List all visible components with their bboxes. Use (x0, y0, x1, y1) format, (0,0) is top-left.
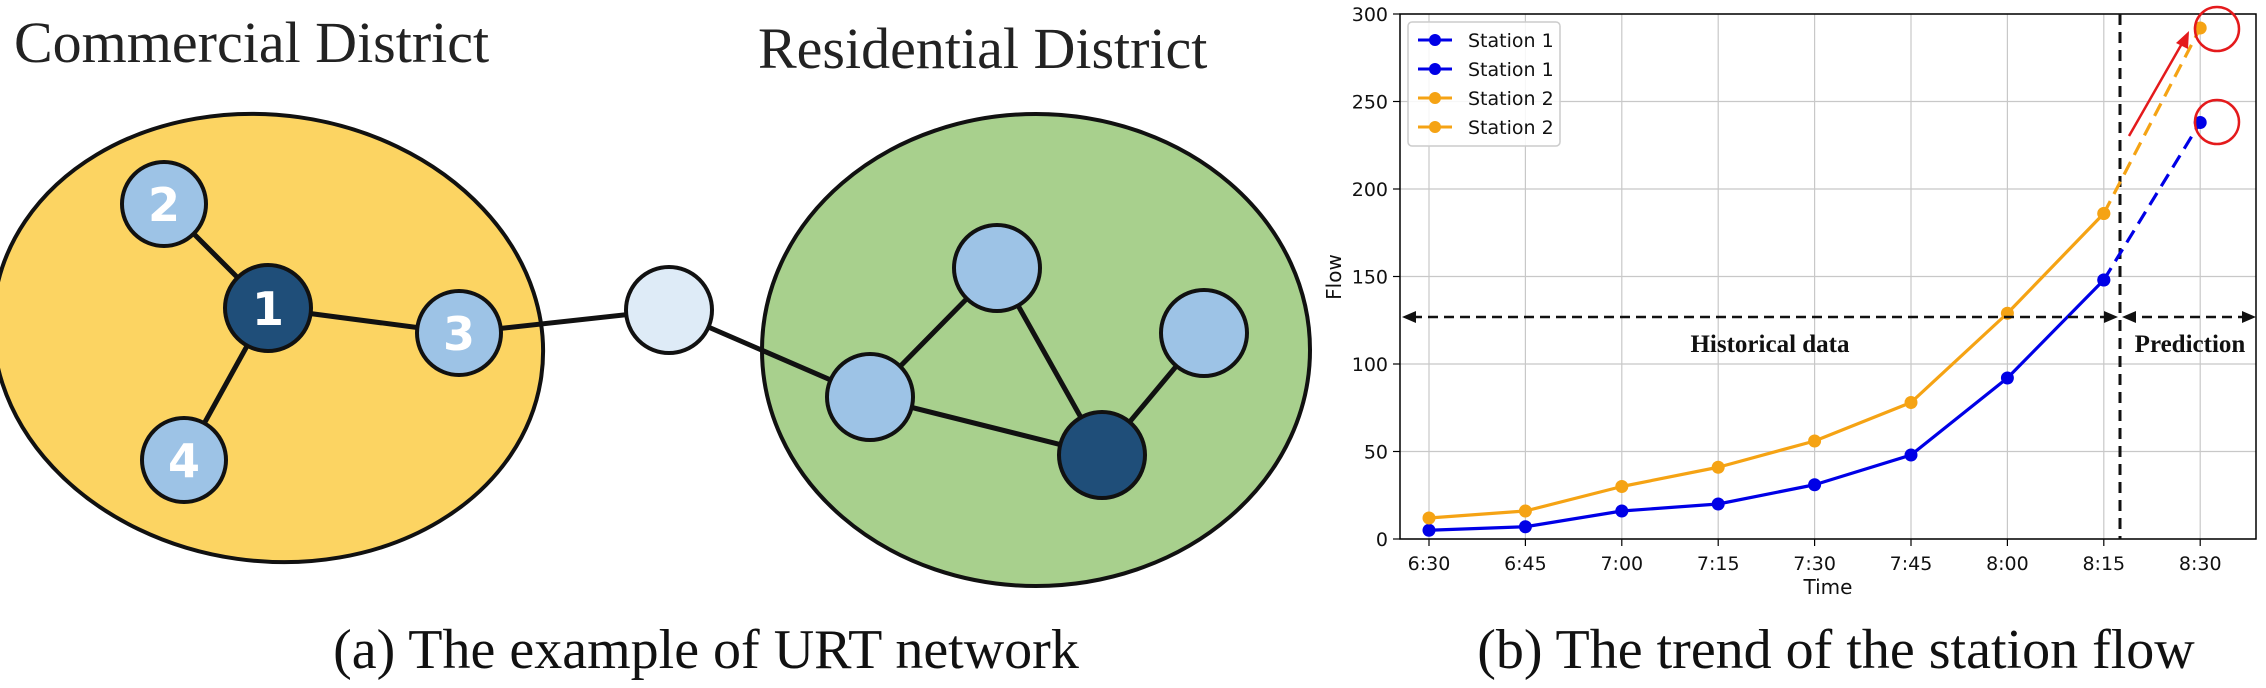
data-point (2193, 21, 2207, 35)
y-tick-label: 300 (1352, 4, 1388, 26)
data-point (2193, 116, 2207, 129)
x-tick-label: 7:45 (1890, 553, 1933, 575)
x-tick-label: 8:30 (2179, 553, 2222, 575)
legend-label: Station 1 (1468, 59, 1554, 81)
x-axis-title: Time (1803, 575, 1853, 599)
legend-entry-station-1-predicted: Station 1 (1418, 59, 1554, 81)
legend-label: Station 1 (1468, 30, 1554, 52)
x-tick-label: 7:30 (1793, 553, 1836, 575)
data-point (1615, 480, 1629, 493)
station-label-2: 2 (148, 178, 180, 232)
data-point (1518, 504, 1532, 518)
data-point (1904, 396, 1918, 409)
legend-label: Station 2 (1468, 117, 1554, 139)
series-line-4 (2102, 27, 2202, 215)
caption-b: (b) The trend of the station flow (1477, 619, 2195, 681)
data-point (1518, 520, 1532, 534)
legend-box (1407, 21, 1561, 147)
data-point (1711, 460, 1725, 474)
legend-label: Station 2 (1468, 88, 1554, 110)
x-tick-label: 8:15 (2082, 553, 2125, 575)
x-tick-label: 6:45 (1504, 553, 1547, 575)
legend-entry-station-2-predicted: Station 2 (1418, 117, 1554, 139)
prediction-highlight-station-2 (2193, 5, 2241, 53)
x-tick-label: 7:00 (1600, 553, 1643, 575)
prediction-highlight-station-1 (2193, 98, 2241, 146)
y-axis-title: Flow (1322, 254, 1346, 300)
station-node-1 (223, 263, 313, 353)
data-point (2097, 273, 2111, 287)
data-point (1422, 523, 1436, 537)
series-line-2 (2102, 121, 2202, 281)
y-tick-label: 100 (1352, 354, 1388, 376)
residential-node-c (1159, 288, 1249, 378)
legend-entry-station-2-observed: Station 2 (1418, 88, 1554, 110)
station-label-1: 1 (252, 282, 284, 336)
x-tick-label: 8:00 (1986, 553, 2029, 575)
y-tick-label: 200 (1352, 179, 1388, 201)
residential-district-label: Residential District (758, 16, 1207, 81)
commercial-district-label: Commercial District (14, 10, 489, 75)
flow-chart: Historical data Prediction Station 1 Sta… (1322, 4, 2257, 681)
caption-a: (a) The example of URT network (333, 619, 1079, 681)
chart-legend: Station 1 Station 1 Station 2 Station 2 (1407, 21, 1561, 147)
x-tick-labels: 6:30 6:45 7:00 7:15 7:30 7:45 8:00 8:15 8:30 (1408, 553, 2222, 575)
residential-node-b (952, 223, 1042, 313)
y-tick-label: 250 (1352, 92, 1388, 114)
residential-node-a (825, 352, 915, 442)
data-point (1615, 504, 1629, 518)
span-arrows (1402, 311, 2256, 323)
y-tick-label: 50 (1364, 442, 1388, 464)
legend-entry-station-1-observed: Station 1 (1418, 30, 1554, 52)
historical-arrowhead-left (1402, 311, 1416, 323)
historical-arrowhead-right (2104, 311, 2118, 323)
x-tick-label: 7:15 (1697, 553, 1740, 575)
rising-trend-arrow (2127, 31, 2189, 137)
prediction-arrowhead-right (2242, 311, 2256, 323)
station-label-3: 3 (443, 307, 475, 361)
plot-area-frame (1399, 13, 2257, 540)
network-nodes (120, 160, 1249, 504)
y-tick-label: 150 (1352, 267, 1388, 289)
data-point (1422, 511, 1436, 525)
x-tick-label: 6:30 (1408, 553, 1451, 575)
station-node-2 (120, 160, 208, 248)
series-layer (1422, 21, 2207, 537)
series-line-1 (1428, 278, 2105, 532)
prediction-arrowhead-left (2122, 311, 2136, 323)
y-tick-labels: 0 50 100 150 200 250 300 (1352, 4, 1388, 551)
series-line-3 (1428, 212, 2105, 520)
data-point (1711, 497, 1725, 511)
data-point (2097, 207, 2111, 220)
station-label-4: 4 (168, 434, 200, 488)
prediction-label: Prediction (2135, 331, 2246, 358)
residential-node-d (1057, 410, 1147, 500)
historical-data-label: Historical data (1690, 331, 1850, 358)
network-diagram: Commercial District Residential District (0, 10, 1312, 681)
data-point (1808, 478, 1822, 492)
y-tick-label: 0 (1376, 529, 1388, 551)
station-node-3 (415, 289, 503, 377)
station-node-4 (140, 416, 228, 504)
data-point (1904, 448, 1918, 462)
transfer-node (624, 265, 714, 355)
data-point (2000, 371, 2014, 385)
data-point (1808, 434, 1822, 448)
